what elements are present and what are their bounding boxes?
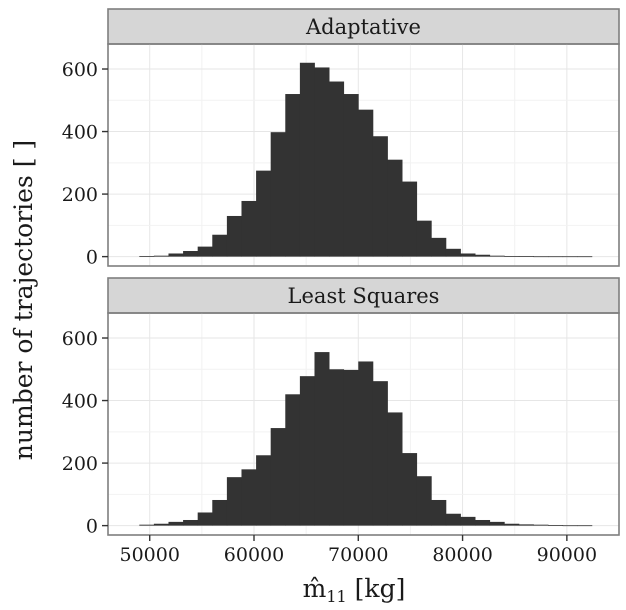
histogram-bar	[314, 352, 330, 526]
x-tick-label: 80000	[432, 544, 492, 566]
histogram-bar	[285, 94, 301, 257]
histogram-bar	[314, 67, 330, 257]
panel-border	[107, 312, 620, 536]
y-axis-title: number of trajectories [ ]	[9, 140, 38, 460]
histogram-bar	[431, 499, 447, 526]
histogram-bar	[518, 524, 534, 526]
histogram-bar	[562, 256, 578, 258]
histogram-bar	[329, 81, 345, 257]
x-tick-label: 60000	[224, 544, 284, 566]
histogram-bar	[533, 256, 549, 258]
histogram-bar	[256, 170, 272, 257]
histogram-bar	[518, 255, 534, 257]
histogram-bar	[241, 200, 257, 257]
facet-strip-title: Adaptative	[305, 15, 421, 39]
facet-strip	[107, 277, 620, 314]
histogram-bar	[299, 62, 315, 257]
histogram-bar	[416, 476, 432, 526]
facet-strip-title: Least Squares	[288, 284, 440, 308]
histogram-bar	[577, 525, 593, 527]
histogram-bar	[475, 254, 491, 257]
histogram-bar	[504, 255, 520, 257]
y-tick-label: 0	[86, 247, 98, 269]
histogram-bar	[226, 215, 242, 257]
histogram-bar	[329, 369, 345, 526]
facet-panels: Adaptative 0 200 400 600 Least Squares 0 200 400…	[62, 8, 620, 538]
histogram-bar	[212, 499, 228, 526]
histogram-bar	[139, 524, 155, 526]
histogram-bar	[270, 132, 286, 257]
histogram-bar	[402, 181, 418, 257]
histogram-bar	[533, 524, 549, 526]
histogram-bar	[241, 469, 257, 526]
y-tick-label: 600	[62, 328, 98, 350]
y-tick-label: 600	[62, 59, 98, 81]
histogram-bar	[445, 248, 461, 257]
histogram-bar	[226, 477, 242, 526]
histogram-bar	[139, 255, 155, 257]
y-tick-label: 400	[62, 122, 98, 144]
x-axis: 50000 60000 70000 80000 90000	[119, 535, 597, 566]
histogram-bar	[460, 516, 476, 526]
histogram-bar	[168, 521, 184, 526]
y-tick-label: 400	[62, 391, 98, 413]
histogram-bar	[416, 220, 432, 257]
panel-border	[107, 43, 620, 267]
histogram-bar	[256, 455, 272, 526]
histogram-bar	[197, 246, 213, 257]
facet-panel-1: Adaptative 0 200 400 600	[62, 8, 620, 269]
histogram-bar	[402, 453, 418, 526]
histogram-bar	[504, 523, 520, 526]
histogram-bar	[431, 237, 447, 257]
histogram-bar	[387, 159, 403, 257]
histogram-bar	[168, 253, 184, 257]
y-tick-label: 0	[86, 516, 98, 538]
histogram-bar	[343, 369, 359, 526]
histogram-bar	[153, 523, 169, 526]
x-tick-label: 50000	[119, 544, 179, 566]
histogram-bar	[562, 525, 578, 527]
facet-strip	[107, 8, 620, 45]
histogram-bar	[489, 521, 505, 526]
histogram-bar	[475, 519, 491, 526]
x-axis-title: m̂11 [kg]	[303, 574, 406, 606]
x-tick-label: 90000	[537, 544, 597, 566]
histogram-bar	[299, 376, 315, 526]
facet-panel-2: Least Squares 0 200 400 600	[62, 277, 620, 538]
histogram-bar	[387, 412, 403, 526]
y-tick-label: 200	[62, 453, 98, 475]
histogram-bar	[548, 256, 564, 258]
histogram-bar	[372, 381, 388, 526]
histogram-bar	[489, 255, 505, 257]
histogram-bar	[183, 250, 199, 257]
histogram-bar	[153, 255, 169, 257]
histogram-bar	[577, 256, 593, 258]
y-tick-label: 200	[62, 184, 98, 206]
histogram-bar	[358, 109, 374, 257]
histogram-bar	[183, 519, 199, 526]
histogram-bar	[270, 428, 286, 526]
histogram-bar	[343, 94, 359, 257]
histogram-bar	[358, 361, 374, 526]
histogram-bar	[285, 394, 301, 526]
histogram-bar	[460, 253, 476, 257]
histogram-bar	[197, 512, 213, 526]
x-tick-label: 70000	[328, 544, 388, 566]
histogram-bar	[372, 136, 388, 257]
histogram-bar	[548, 524, 564, 526]
histogram-bar	[212, 234, 228, 257]
histogram-bar	[445, 513, 461, 526]
